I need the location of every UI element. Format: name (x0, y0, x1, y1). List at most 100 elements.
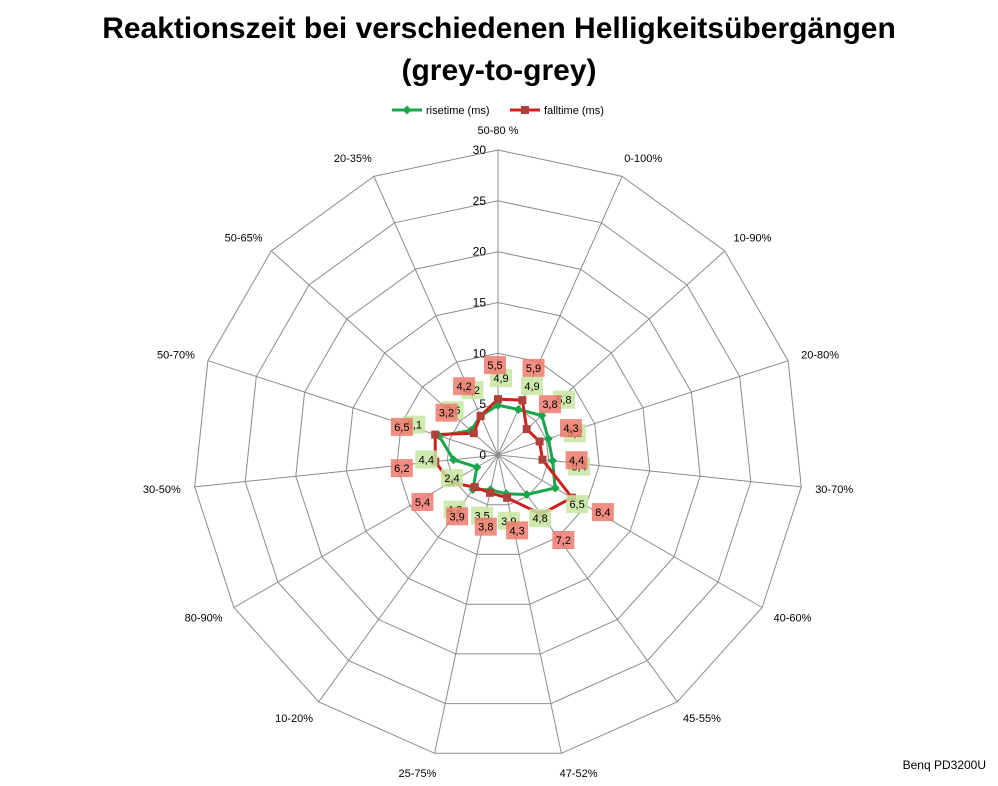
radial-tick-label: 20 (473, 245, 487, 259)
category-label: 0-100% (624, 153, 662, 165)
data-label-bg (415, 450, 438, 469)
data-label: 3,9 (449, 511, 464, 523)
radial-tick-label: 0 (479, 448, 486, 462)
grid-ring-5 (446, 403, 550, 506)
data-label-bg (484, 356, 506, 375)
data-label-bg (521, 377, 543, 395)
data-label: 4,4 (569, 455, 584, 467)
data-label: 4,3 (509, 525, 524, 537)
grid-ring-20 (295, 251, 701, 655)
data-point-falltime (535, 437, 544, 446)
data-label: 3,2 (439, 408, 454, 420)
radial-tick-label: 30 (473, 143, 487, 157)
legend-label: risetime (ms) (426, 105, 490, 117)
data-label-bg (591, 503, 614, 522)
data-label-bg (474, 517, 497, 536)
category-label: 80-90% (185, 613, 223, 625)
category-labels: 50-80 % 0-100% 10-90% 20-80% 30-70% 40-60% 45-… (143, 125, 853, 780)
data-label-bg (435, 403, 458, 422)
category-label: 47-52% (560, 768, 598, 780)
spoke (270, 250, 499, 456)
data-label-bg (565, 451, 588, 470)
data-label: 7,2 (556, 535, 571, 547)
data-point-falltime (476, 412, 485, 420)
source-note: Benq PD3200U (902, 758, 986, 772)
data-point-risetime (537, 411, 547, 420)
data-point-falltime (522, 425, 531, 434)
category-label: 10-90% (734, 233, 772, 245)
data-label-bg (446, 507, 469, 526)
radial-tick-label: 5 (479, 397, 486, 411)
data-label-bg (411, 493, 434, 511)
data-label-bg (506, 521, 529, 540)
spoke (497, 176, 623, 456)
data-label-bg (560, 419, 582, 438)
data-labels: 4,94,95,85,25,46,54,83,93,54,22,44,46,13… (390, 356, 614, 549)
category-label: 25-75% (398, 768, 436, 780)
series-lines (433, 397, 574, 516)
data-label: 8,4 (595, 507, 610, 519)
legend-label: falltime (ms) (544, 105, 604, 117)
data-label-bg (390, 417, 413, 436)
legend-marker (402, 105, 412, 115)
data-label: 3,8 (542, 399, 557, 411)
data-label-bg (522, 358, 545, 377)
spoke (497, 454, 562, 754)
data-point-risetime (550, 483, 560, 493)
chart-title-line2: (grey-to-grey) (401, 54, 597, 87)
spoke (373, 176, 499, 456)
category-label: 10-20% (275, 713, 313, 725)
radial-tick-label: 10 (473, 346, 487, 360)
data-point-falltime (538, 455, 547, 464)
spoke (194, 454, 499, 488)
data-label-bg (441, 469, 463, 488)
data-point-risetime (543, 434, 553, 444)
data-point-falltime (486, 488, 494, 497)
radar-grid (194, 149, 802, 754)
spoke (497, 454, 763, 608)
grid-ring-25 (244, 200, 752, 705)
legend: risetime (ms) falltime (ms) (392, 105, 604, 117)
grid-ring-15 (345, 301, 651, 605)
spoke (434, 454, 499, 754)
spoke (318, 454, 499, 703)
data-label: 6,5 (394, 422, 409, 434)
category-label: 30-70% (815, 484, 853, 496)
data-label: 4,2 (456, 381, 471, 393)
data-label: 5,5 (487, 360, 502, 372)
spoke (497, 250, 726, 456)
grid-ring-30 (194, 149, 802, 754)
data-label: 6,5 (569, 499, 584, 511)
radial-tick-label: 15 (473, 296, 487, 310)
grid-ring-10 (396, 352, 600, 555)
data-label: 4,9 (493, 373, 508, 385)
category-label: 45-55% (683, 713, 721, 725)
data-point-risetime (548, 456, 558, 466)
data-label: 6,2 (394, 463, 409, 475)
data-label: 4,4 (419, 455, 434, 467)
data-point-falltime (494, 395, 502, 404)
legend-marker (521, 106, 529, 114)
data-label: 3,8 (478, 522, 493, 534)
chart-title-line1: Reaktionszeit bei verschiedenen Helligke… (102, 12, 896, 45)
category-label: 20-80% (801, 350, 839, 362)
category-label: 30-50% (143, 484, 181, 496)
data-label-bg (390, 459, 413, 478)
series-line-falltime (433, 397, 574, 516)
data-label: 5,4 (415, 497, 430, 509)
category-label: 50-65% (225, 233, 263, 245)
data-point-falltime (470, 483, 479, 492)
data-label-bg (453, 377, 476, 396)
category-label: 50-80 % (478, 125, 519, 137)
data-point-falltime (503, 493, 512, 502)
data-point-falltime (469, 429, 478, 438)
data-label: 4,8 (532, 513, 547, 525)
data-point-risetime (513, 405, 523, 414)
category-label: 20-35% (334, 153, 372, 165)
data-point-risetime (449, 455, 458, 465)
data-point-risetime (522, 490, 532, 499)
data-point-falltime (431, 430, 440, 439)
data-label: 4,9 (524, 381, 539, 393)
category-label: 50-70% (157, 350, 195, 362)
